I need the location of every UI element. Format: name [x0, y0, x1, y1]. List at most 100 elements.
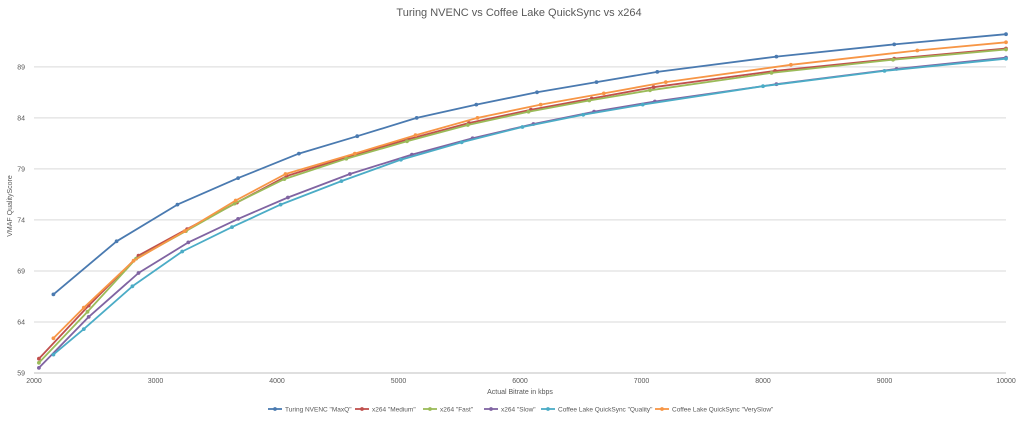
data-point — [86, 315, 91, 319]
data-point — [37, 360, 41, 365]
data-point — [405, 139, 409, 144]
x-tick-label: 8000 — [755, 378, 771, 385]
data-point — [81, 327, 86, 331]
data-point — [761, 84, 765, 89]
legend-item: Coffee Lake QuickSync "VerySlow" — [655, 406, 774, 413]
data-point — [130, 284, 135, 289]
data-point — [233, 198, 238, 203]
data-point — [474, 102, 479, 107]
gridlines — [34, 66, 1006, 323]
data-point — [297, 151, 301, 156]
series-lines — [37, 32, 1008, 370]
y-tick-label: 59 — [17, 371, 25, 378]
data-point — [882, 69, 887, 73]
data-point — [282, 177, 287, 182]
data-point — [892, 42, 897, 47]
y-axis-title: VMAF QualityScore — [7, 175, 14, 237]
legend-label: Coffee Lake QuickSync "Quality" — [558, 406, 653, 413]
data-point — [236, 176, 241, 181]
data-point — [182, 229, 187, 234]
data-point — [352, 151, 357, 156]
x-tick-label: 9000 — [877, 378, 893, 385]
data-point — [114, 239, 119, 244]
data-point — [535, 90, 539, 95]
data-point — [594, 80, 599, 84]
data-point — [355, 134, 360, 139]
legend-label: x264 "Slow" — [501, 406, 536, 413]
data-point — [1004, 47, 1008, 52]
data-point — [399, 157, 403, 162]
data-point — [286, 195, 290, 200]
y-tick-labels: 59 64 69 74 79 84 89 — [17, 64, 25, 377]
chart-title: Turing NVENC vs Coffee Lake QuickSync vs… — [396, 7, 641, 19]
data-point — [789, 62, 793, 67]
x-tick-label: 5000 — [391, 378, 407, 385]
legend-item: Coffee Lake QuickSync "Quality" — [541, 406, 653, 413]
y-tick-label: 89 — [17, 64, 25, 71]
data-point — [1004, 56, 1008, 61]
data-point — [413, 133, 418, 138]
data-point — [136, 271, 141, 275]
series-1 — [51, 32, 1008, 297]
x-tick-label: 4000 — [269, 378, 285, 385]
data-point — [180, 249, 185, 254]
y-tick-label: 69 — [17, 268, 25, 275]
data-point — [663, 80, 668, 84]
data-point — [37, 356, 41, 361]
data-point — [587, 98, 592, 103]
data-point — [51, 352, 56, 357]
x-tick-label: 3000 — [148, 378, 164, 385]
legend-label: Turing NVENC "MaxQ" — [285, 406, 352, 413]
legend-swatch-marker — [360, 407, 364, 411]
legend: Turing NVENC "MaxQ" x264 "Medium" x264 "Fa… — [268, 406, 774, 413]
data-point — [655, 70, 660, 74]
x-tick-label: 2000 — [26, 378, 42, 385]
legend-item: x264 "Fast" — [423, 406, 474, 413]
series-6 — [51, 40, 1008, 341]
x-tick-labels: 2000 3000 4000 5000 6000 7000 8000 9000 10000 — [26, 378, 1016, 385]
data-point — [465, 123, 470, 127]
data-point — [236, 217, 241, 221]
data-point — [37, 366, 41, 370]
legend-label: x264 "Fast" — [440, 406, 474, 413]
data-point — [230, 225, 234, 230]
data-point — [774, 54, 779, 59]
legend-label: x264 "Medium" — [372, 406, 416, 413]
data-point — [278, 202, 283, 207]
y-tick-label: 84 — [17, 115, 25, 122]
data-point — [581, 112, 586, 117]
legend-item: Turing NVENC "MaxQ" — [268, 406, 352, 413]
data-point — [651, 85, 656, 90]
data-point — [344, 156, 349, 161]
legend-label: Coffee Lake QuickSync "VerySlow" — [672, 406, 774, 413]
data-point — [769, 71, 774, 75]
data-point — [1004, 40, 1008, 45]
data-point — [891, 57, 895, 62]
data-point — [348, 172, 352, 176]
legend-swatch-marker — [428, 407, 432, 411]
legend-swatch-marker — [660, 407, 664, 411]
data-point — [520, 125, 525, 129]
data-point — [51, 292, 56, 297]
x-axis-title: Actual Bitrate in kbps — [487, 389, 553, 396]
data-point — [1004, 32, 1008, 37]
data-point — [526, 109, 531, 114]
data-point — [459, 140, 464, 145]
x-tick-label: 10000 — [996, 378, 1016, 385]
series-line — [52, 33, 1007, 296]
data-point — [81, 305, 86, 310]
data-point — [186, 240, 191, 245]
data-point — [283, 172, 288, 176]
legend-swatch-marker — [489, 407, 493, 411]
legend-swatch-marker — [546, 407, 550, 411]
data-point — [339, 179, 344, 184]
data-point — [648, 88, 652, 93]
legend-item: x264 "Slow" — [484, 406, 536, 413]
y-tick-label: 79 — [17, 166, 25, 173]
y-tick-label: 64 — [17, 319, 25, 326]
data-point — [131, 258, 136, 263]
data-point — [601, 91, 606, 96]
y-tick-label: 74 — [17, 217, 25, 224]
